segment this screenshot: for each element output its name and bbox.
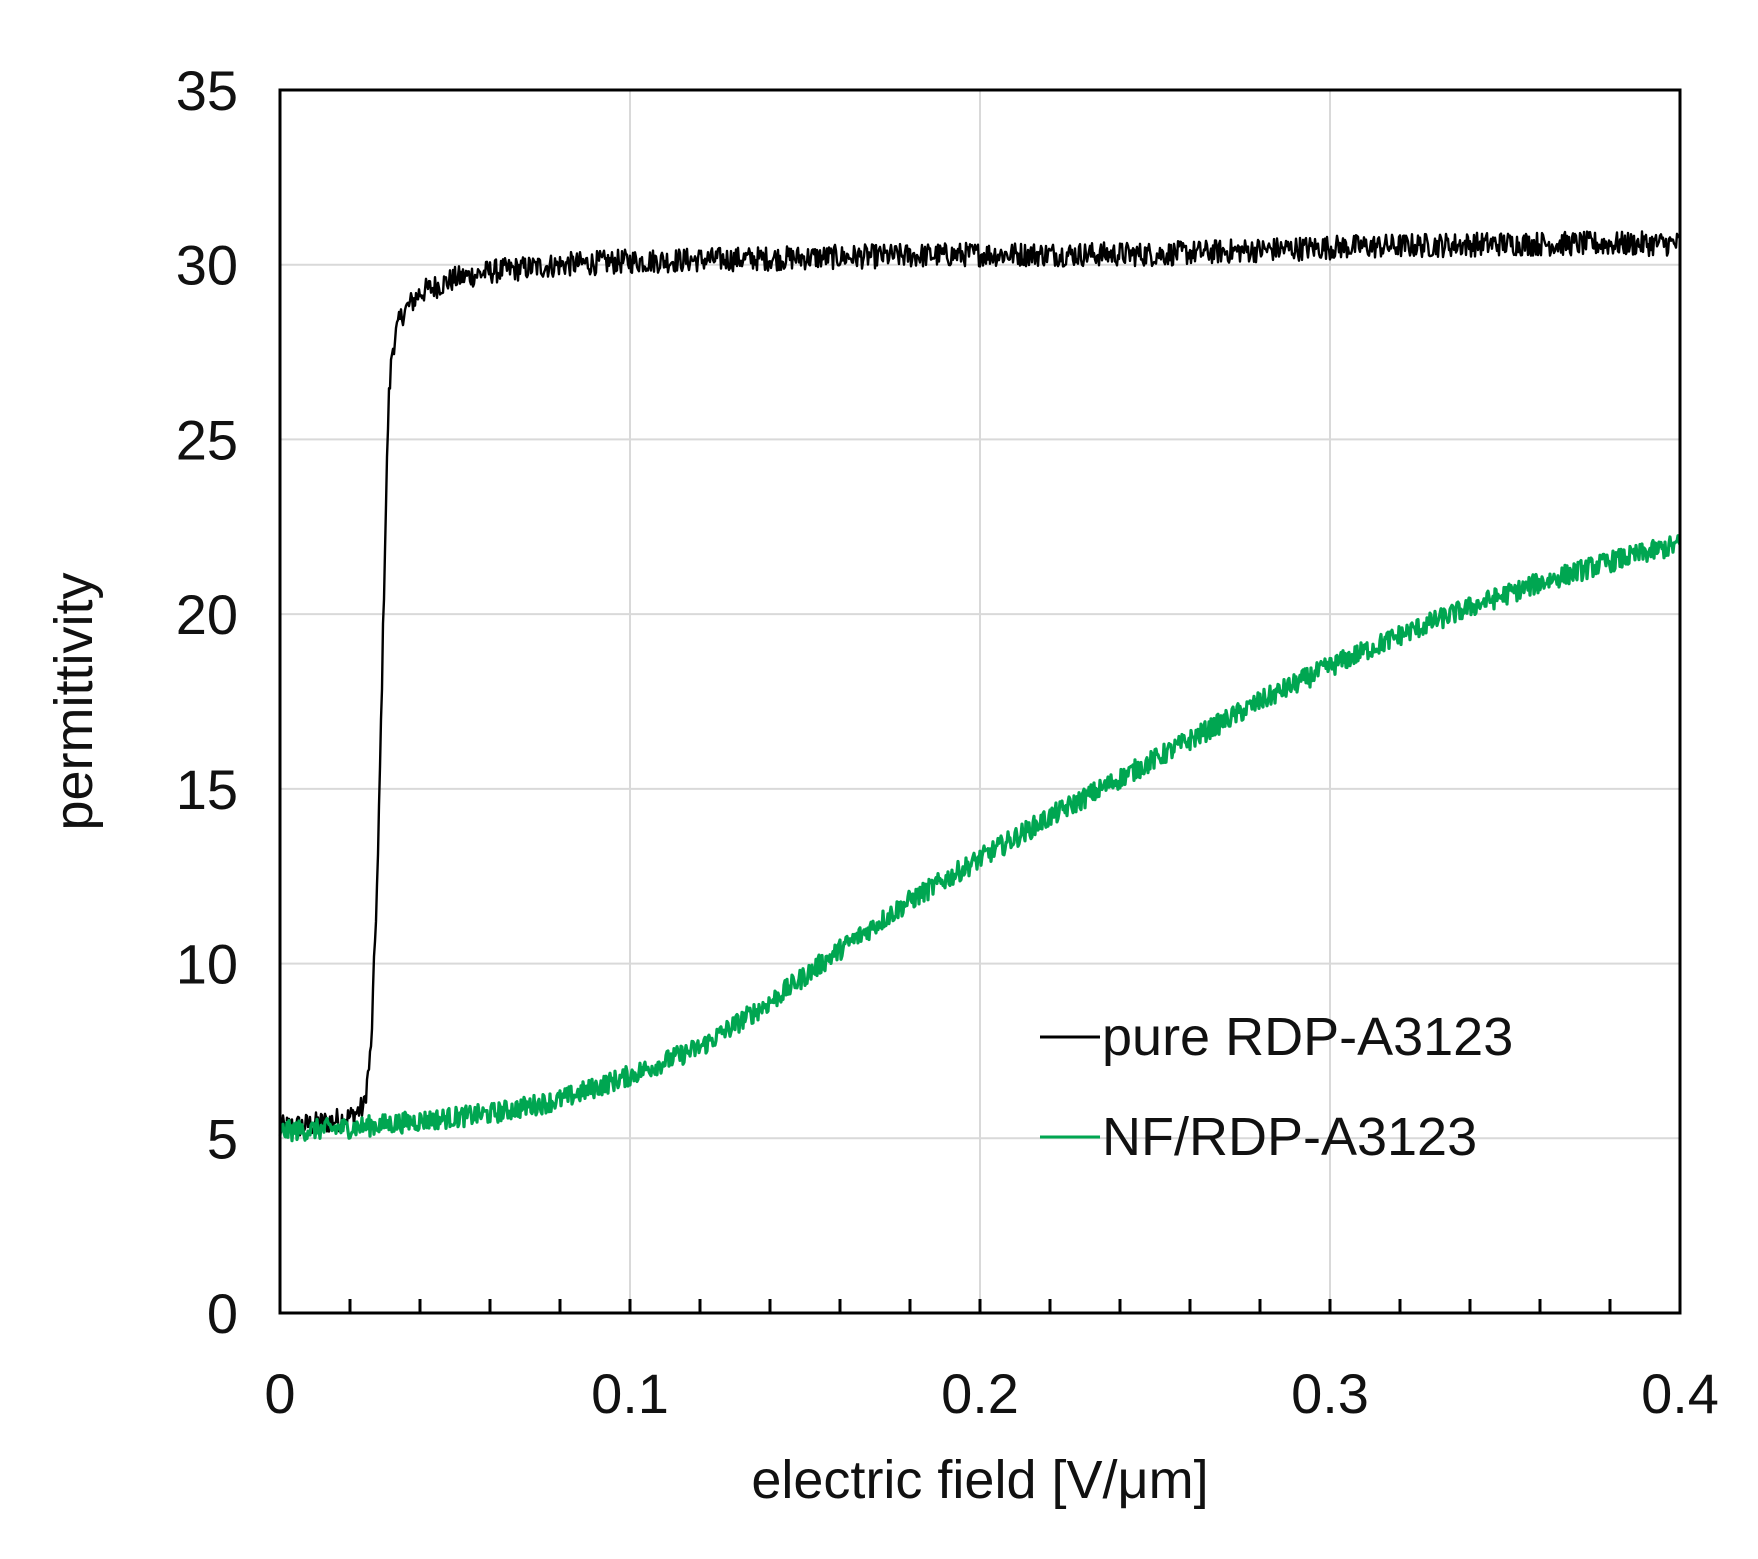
- y-tick-label-1: 5: [207, 1107, 238, 1170]
- y-axis-title: permittivity: [44, 572, 104, 830]
- legend: pure RDP-A3123 NF/RDP-A3123: [1040, 1007, 1513, 1167]
- x-tick-label-3: 0.3: [1291, 1362, 1369, 1425]
- x-tick-label-4: 0.4: [1641, 1362, 1719, 1425]
- y-tick-label-3: 15: [176, 758, 238, 821]
- y-tick-label-0: 0: [207, 1282, 238, 1345]
- x-tick-label-2: 0.2: [941, 1362, 1019, 1425]
- y-tick-label-7: 35: [176, 59, 238, 122]
- legend-label-nf-rdp: NF/RDP-A3123: [1102, 1107, 1477, 1167]
- x-axis-title: electric field [V/μm]: [751, 1450, 1208, 1510]
- x-tick-label-0: 0: [264, 1362, 295, 1425]
- y-tick-label-5: 25: [176, 408, 238, 471]
- series-line-1: [278, 534, 1682, 1143]
- series-lines: [278, 230, 1682, 1143]
- y-tick-label-4: 20: [176, 583, 238, 646]
- axis-ticks: [348, 1299, 1612, 1313]
- x-tick-labels: 0 0.1 0.2 0.3 0.4: [264, 1362, 1719, 1425]
- y-tick-labels: 0 5 10 15 20 25 30 35: [176, 59, 238, 1345]
- y-tick-label-6: 30: [176, 234, 238, 297]
- legend-label-pure-rdp: pure RDP-A3123: [1102, 1007, 1513, 1067]
- x-tick-label-1: 0.1: [591, 1362, 669, 1425]
- series-line-0: [278, 230, 1681, 1137]
- y-tick-label-2: 10: [176, 933, 238, 996]
